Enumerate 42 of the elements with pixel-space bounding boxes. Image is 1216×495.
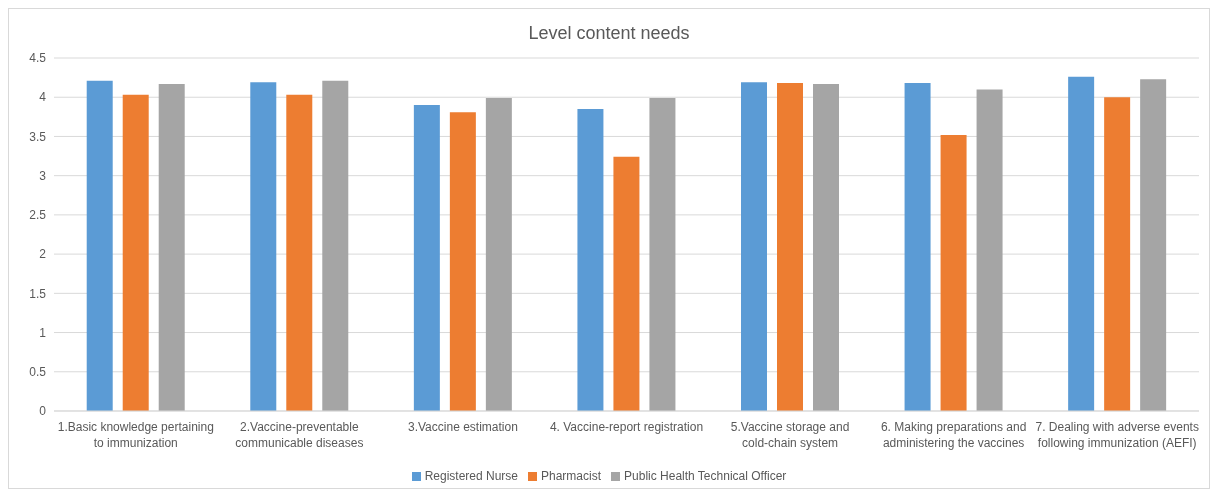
bar (413, 105, 440, 411)
bar (976, 89, 1003, 411)
legend-label: Public Health Technical Officer (624, 469, 787, 483)
bar (777, 83, 803, 411)
x-tick-label: 7. Dealing with adverse events following immunization (AEFI) (1035, 420, 1199, 450)
x-tick-label: 6. Making preparations and administering the vaccines (880, 420, 1027, 450)
bar (86, 80, 113, 411)
bar (322, 80, 349, 411)
bar (577, 108, 604, 411)
x-tick-label: 5.Vaccine storage and cold-chain system (730, 420, 850, 450)
legend-label: Registered Nurse (424, 469, 519, 483)
bar (449, 112, 476, 411)
bar (250, 82, 277, 411)
bar (613, 156, 640, 411)
bar (649, 98, 676, 411)
y-tick-label: 3 (39, 168, 47, 183)
x-tick-label: 2.Vaccine-preventable communicable diseases (235, 420, 364, 450)
bar (741, 82, 767, 411)
x-tick-label: 4. Vaccine-report registration (549, 420, 704, 434)
chart-title: Level content needs (527, 22, 691, 45)
y-tick-label: 4.5 (29, 51, 47, 66)
bar (286, 94, 313, 411)
bar (485, 98, 512, 411)
bar (904, 83, 931, 411)
bar (1140, 79, 1167, 411)
bar (1104, 97, 1131, 411)
bar (940, 134, 967, 411)
bar (1068, 76, 1095, 411)
y-tick-label: 2 (39, 247, 47, 262)
bar (813, 83, 839, 411)
y-tick-label: 0.5 (29, 365, 47, 380)
y-tick-label: 0 (39, 404, 47, 419)
y-tick-label: 2.5 (29, 208, 47, 223)
y-tick-label: 1 (39, 325, 47, 340)
x-tick-label: 1.Basic knowledge pertaining to immunization (57, 420, 214, 450)
bar (122, 94, 149, 411)
y-tick-label: 4 (39, 90, 47, 105)
bar (158, 83, 185, 411)
y-tick-label: 1.5 (29, 286, 47, 301)
legend-label: Pharmacist (541, 469, 602, 483)
y-tick-label: 3.5 (29, 129, 47, 144)
x-tick-label: 3.Vaccine estimation (408, 420, 518, 434)
